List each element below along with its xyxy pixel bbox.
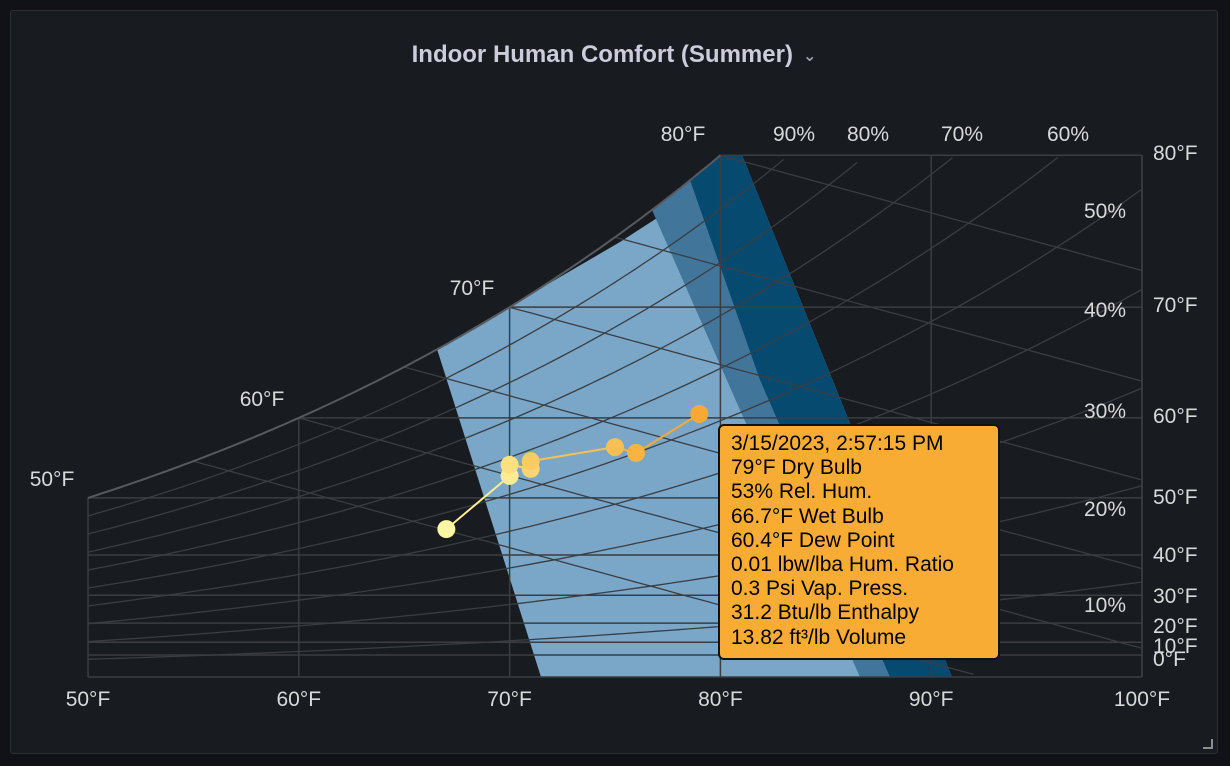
wet-bulb-line — [509, 306, 1143, 481]
data-point — [437, 520, 456, 539]
chevron-down-icon[interactable]: ⌄ — [802, 47, 817, 65]
x-tick-label: 100°F — [1114, 688, 1170, 711]
saturation-temp-label: 80°F — [661, 123, 706, 146]
panel-title[interactable]: Indoor Human Comfort (Summer) ⌄ — [11, 41, 1217, 69]
tooltip-line: 13.82 ft³/lb Volume — [731, 625, 907, 649]
x-tick-label: 90°F — [909, 688, 954, 711]
saturation-curve — [87, 154, 722, 499]
tooltip-line: 0.01 lbw/lba Hum. Ratio — [731, 553, 954, 577]
saturation-temp-label: 70°F — [450, 277, 495, 300]
tooltip-line: 0.3 Psi Vap. Press. — [731, 577, 909, 601]
wet-bulb-line — [614, 236, 1143, 382]
data-point — [500, 455, 519, 474]
data-point — [690, 404, 709, 423]
rh-label: 60% — [1047, 123, 1089, 146]
series-segment — [445, 475, 511, 530]
tooltip-line: 66.7°F Wet Bulb — [731, 504, 884, 528]
tooltip-line: 60.4°F Dew Point — [731, 528, 895, 552]
rh-label: 30% — [1084, 400, 1126, 423]
saturation-temp-label: 60°F — [240, 388, 285, 411]
right-axis-tick-label: 0°F — [1153, 648, 1186, 671]
right-axis-tick-label: 20°F — [1153, 615, 1198, 638]
rh-curve — [87, 161, 858, 535]
rh-curve — [87, 157, 953, 553]
panel-title-text: Indoor Human Comfort (Summer) — [411, 41, 793, 68]
x-tick-label: 80°F — [698, 688, 743, 711]
rh-curve — [87, 158, 785, 517]
data-point — [521, 452, 540, 471]
tooltip-line: 53% Rel. Hum. — [731, 480, 873, 504]
series-segment — [530, 446, 616, 463]
right-axis-tick-label: 40°F — [1153, 544, 1198, 567]
x-tick-label: 50°F — [66, 688, 111, 711]
right-axis-tick-label: 80°F — [1153, 142, 1198, 165]
rh-curve — [87, 156, 1059, 571]
right-axis-tick-label: 10°F — [1153, 635, 1198, 658]
x-tick-label: 60°F — [277, 688, 322, 711]
data-point — [606, 438, 624, 457]
rh-label: 40% — [1084, 299, 1126, 322]
tooltip-line: 79°F Dry Bulb — [731, 456, 862, 480]
rh-label: 90% — [773, 123, 815, 146]
series-segment — [635, 413, 700, 454]
right-axis-tick-label: 70°F — [1153, 294, 1198, 317]
rh-label: 20% — [1084, 498, 1126, 521]
data-point — [627, 443, 646, 462]
wet-bulb-line — [720, 154, 1143, 272]
right-axis-tick-label: 50°F — [1153, 486, 1198, 509]
tooltip: 3/15/2023, 2:57:15 PM 79°F Dry Bulb 53% Re… — [718, 424, 1000, 660]
tooltip-line: 31.2 Btu/lb Enthalpy — [731, 601, 919, 625]
rh-label: 10% — [1084, 594, 1126, 617]
right-axis-tick-label: 30°F — [1153, 585, 1198, 608]
x-tick-label: 70°F — [487, 688, 532, 711]
resize-handle[interactable] — [1203, 739, 1213, 749]
saturation-temp-label: 50°F — [30, 468, 75, 491]
rh-label: 50% — [1084, 200, 1126, 223]
right-axis-tick-label: 60°F — [1153, 405, 1198, 428]
rh-label: 70% — [941, 123, 983, 146]
rh-label: 80% — [847, 123, 889, 146]
rh-curve — [87, 188, 1143, 589]
tooltip-line: 3/15/2023, 2:57:15 PM — [731, 432, 944, 455]
